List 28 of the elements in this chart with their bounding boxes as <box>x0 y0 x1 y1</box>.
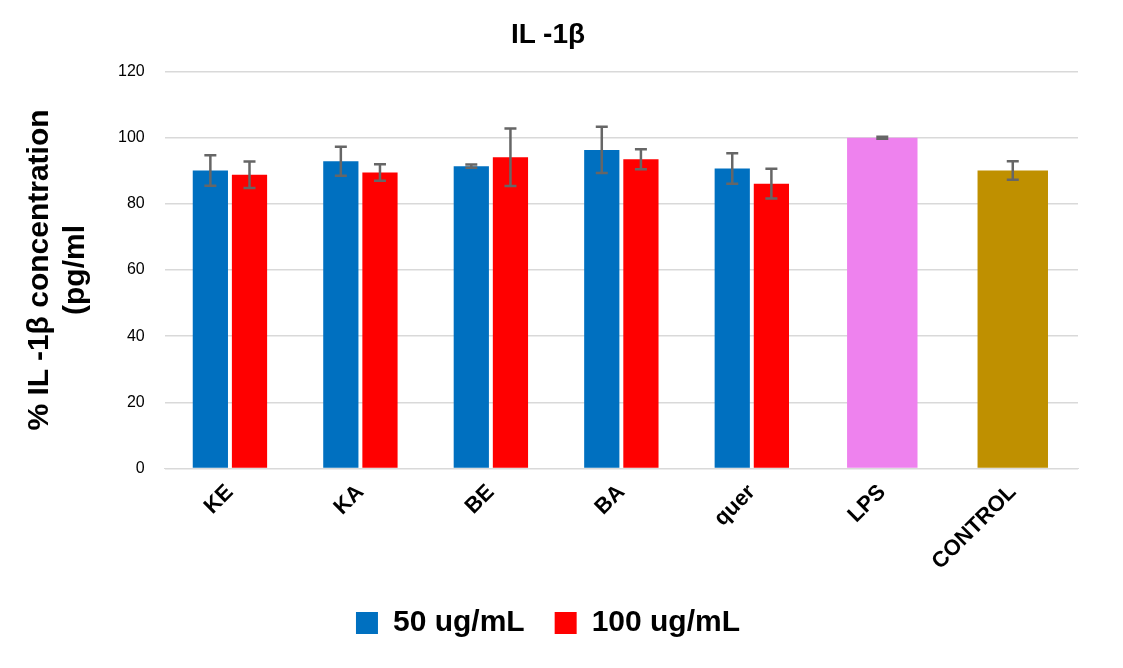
x-tick-label: LPS <box>842 478 891 527</box>
bar <box>492 157 529 468</box>
x-tick-label: BE <box>459 478 499 519</box>
bar <box>847 137 918 468</box>
y-tick-label: 40 <box>126 326 145 344</box>
bar <box>362 172 398 468</box>
y-tick-label: 0 <box>135 458 145 476</box>
bar <box>231 174 268 468</box>
x-tick-label: KA <box>328 478 369 520</box>
bar <box>453 166 489 468</box>
x-tick-label: BA <box>589 478 630 520</box>
x-tick-label: KE <box>198 478 238 519</box>
chart-title: IL -1β <box>510 17 586 49</box>
bar <box>753 183 789 468</box>
bar <box>192 170 228 468</box>
bar <box>714 168 750 468</box>
y-tick-label: 60 <box>126 260 145 278</box>
legend-label: 50 ug/mL <box>392 604 525 638</box>
bar <box>323 161 359 468</box>
y-axis-title: % IL -1β concentration (pg/ml <box>21 109 91 431</box>
y-tick-label: 100 <box>117 128 145 146</box>
bar <box>584 149 620 468</box>
bar <box>623 159 659 468</box>
y-tick-label: 20 <box>126 392 145 410</box>
y-tick-label: 80 <box>126 194 145 212</box>
y-tick-label: 120 <box>117 62 145 80</box>
bar <box>977 170 1048 468</box>
legend-label: 100 ug/mL <box>591 604 741 638</box>
